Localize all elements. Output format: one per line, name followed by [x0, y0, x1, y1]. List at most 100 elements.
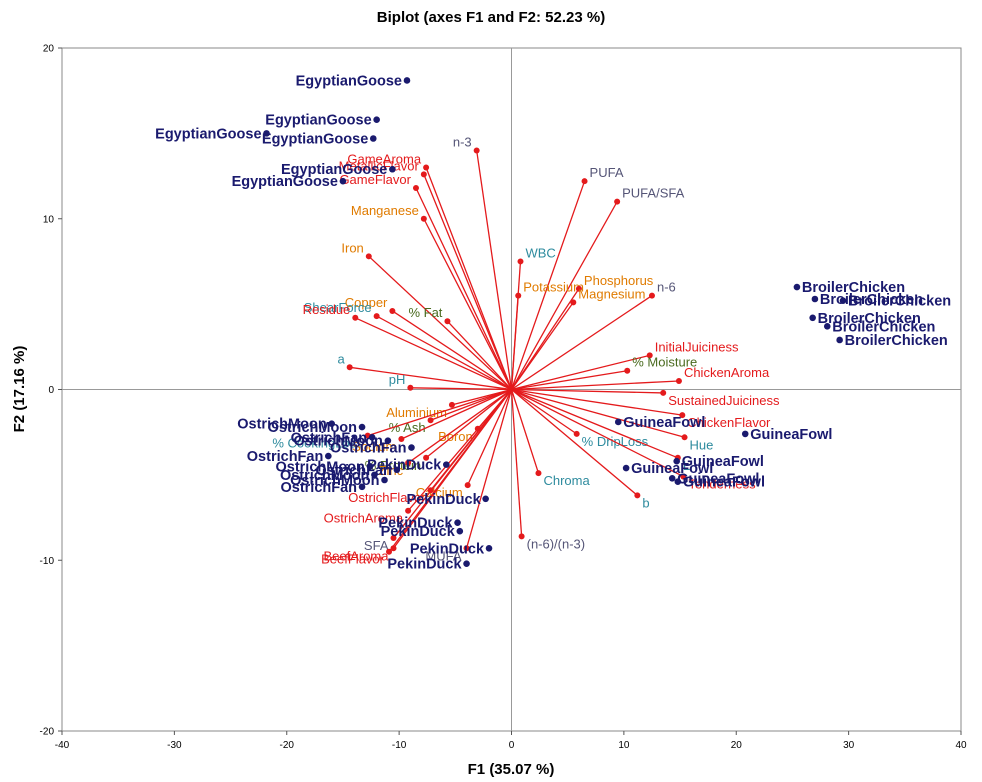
observation-label: GuineaFowl [750, 427, 832, 443]
variable-label: n-6 [657, 280, 676, 295]
variable-point [575, 285, 582, 292]
variable-point [405, 459, 412, 466]
observation-point [836, 336, 843, 344]
variable-vector [392, 389, 513, 539]
variable-point [373, 313, 380, 320]
variable-vector [367, 388, 512, 437]
variable-point [680, 473, 687, 480]
observation-label: PekinDuck [381, 524, 456, 540]
variable-label: Manganese [351, 203, 419, 218]
variable-vector [388, 389, 513, 553]
observation-point [485, 544, 493, 552]
observation-point [839, 297, 847, 305]
variable-label: PUFA [590, 165, 624, 180]
variable-vector [510, 389, 540, 474]
variable-point [517, 258, 524, 265]
variable-vector [511, 388, 578, 435]
variable-point [386, 548, 393, 555]
observation-point [463, 560, 470, 567]
variable-vector [511, 295, 653, 391]
variable-vector [511, 388, 683, 416]
y-tick-label: -10 [40, 556, 55, 567]
variable-point [518, 533, 525, 540]
variable-point [420, 215, 427, 222]
observation-label: BroilerChicken [802, 280, 905, 296]
variable-label: SustainedJuiciness [668, 393, 780, 408]
observation-label: PekinDuck [367, 458, 442, 474]
observation-point [668, 474, 676, 482]
x-tick-label: -10 [392, 740, 407, 751]
x-tick-label: -30 [167, 740, 182, 751]
variable-point [405, 507, 412, 514]
variable-point [427, 417, 434, 424]
observation-label: EgyptianGoose [155, 126, 261, 142]
variable-vector [510, 302, 574, 390]
variable-point [412, 185, 419, 192]
observation-label: PekinDuck [378, 516, 453, 532]
observation-point [339, 177, 347, 185]
observation-label: OstrichMoon [275, 459, 364, 475]
variable-vector [392, 310, 512, 391]
observation-label: GuineaFowl [677, 471, 759, 487]
variable-label: WBC [525, 245, 555, 260]
observation-label: BroilerChicken [848, 294, 951, 310]
x-tick-label: 40 [955, 740, 967, 751]
variable-point [648, 292, 655, 299]
observation-point [325, 452, 332, 460]
variable-vector [446, 320, 512, 390]
plot-area: -40 -30 -20 -10 0 10 20 30 40 -20 -10 0 10 20 n-3 GameA… [40, 44, 967, 752]
observation-point [809, 314, 816, 322]
observation-label: BroilerChicken [818, 311, 921, 327]
variable-point [352, 314, 359, 321]
variable-point [444, 318, 451, 325]
variable-point [573, 430, 580, 437]
variable-label: Tenderness [688, 477, 756, 492]
variable-label: n-3 [453, 134, 472, 149]
variable-label: ChickenFlavor [687, 415, 771, 430]
observation-point [482, 495, 489, 503]
variable-point [570, 299, 577, 306]
variable-point [463, 545, 470, 552]
variable-label: (n-6)/(n-3) [527, 536, 586, 551]
observation-point [371, 471, 378, 479]
observation-label: BroilerChicken [832, 319, 935, 335]
observation-label: OstrichFan [280, 480, 357, 496]
observation-label: GuineaFowl [683, 475, 765, 491]
observation-point [368, 434, 376, 441]
variable-label: Boron [438, 429, 473, 444]
variable-point [660, 389, 667, 396]
variable-vector [425, 167, 513, 390]
y-tick-label: 20 [43, 44, 55, 55]
observation-point [674, 478, 682, 486]
x-tick-label: 0 [509, 740, 515, 751]
variable-point [581, 178, 588, 185]
variable-label: SFA [364, 538, 389, 553]
observation-label: GuineaFowl [631, 461, 713, 477]
variable-label: L [683, 458, 690, 473]
observation-label: OstrichMoon [280, 468, 369, 484]
observation-point [456, 527, 464, 535]
variable-label: Iron [341, 240, 363, 255]
observation-point [823, 323, 831, 330]
variable-label: % Ash [389, 420, 426, 435]
observation-label: BroilerChicken [845, 333, 948, 349]
variable-vector [368, 255, 512, 390]
variable-label: Hue [690, 437, 714, 452]
observation-label: PekinDuck [387, 557, 462, 573]
chart-title: Biplot (axes F1 and F2: 52.23 %) [377, 9, 605, 26]
observation-label: OstrichMoon [290, 473, 379, 489]
variable-point [646, 352, 653, 359]
variable-label: ShearForce [304, 300, 372, 315]
variable-label: BeefFlavor [321, 552, 385, 567]
variable-label: Chroma [543, 473, 590, 488]
variable-vector [511, 354, 650, 391]
observation-point [389, 165, 396, 173]
variable-vector [510, 201, 618, 390]
variable-point [346, 364, 353, 371]
variable-vector [376, 315, 512, 391]
x-axis-label: F1 (35.07 %) [468, 761, 555, 778]
variable-vector [511, 388, 684, 478]
observation-label: EgyptianGoose [232, 174, 338, 190]
